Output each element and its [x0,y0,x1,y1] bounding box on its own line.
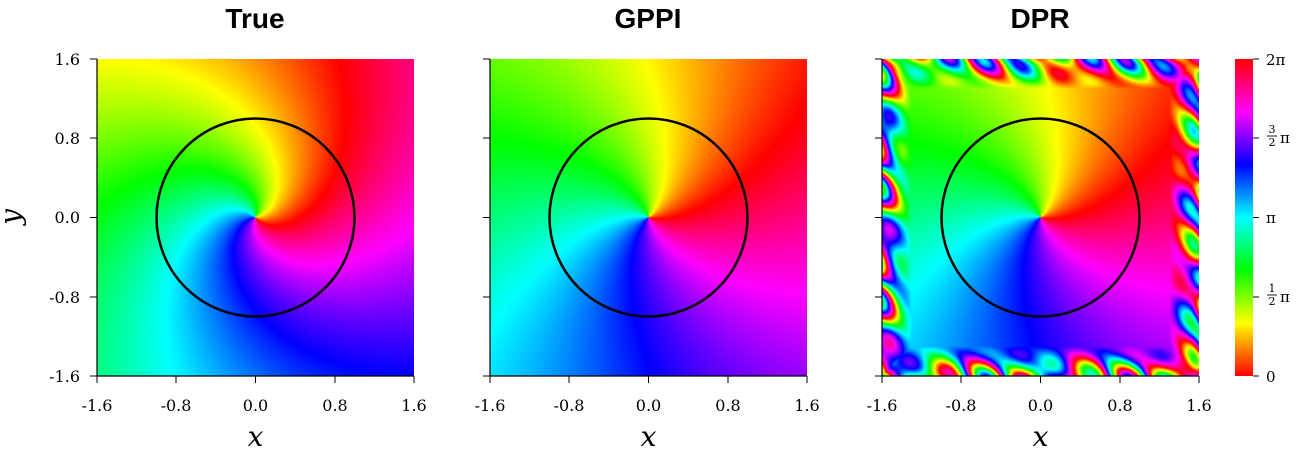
x-axis-label-dpr: x [1033,420,1049,453]
x-tick-label: 0.0 [636,396,661,415]
panel-title-gppi: GPPI [615,3,682,34]
x-tick-label: 0.8 [322,396,347,415]
y-tick-label: -0.8 [49,288,80,307]
y-tick-label: 0.0 [55,208,80,227]
colorbar-tick-pi: π [1266,209,1276,227]
panel-gppi: GPPI -1.6 -0.8 0.0 0.8 1.6 x [475,3,820,453]
y-axis-label: y [0,208,27,227]
x-tick-label: 1.6 [794,396,819,415]
x-axis-label-true: x [248,420,264,453]
phase-heatmap-gppi [490,59,807,376]
colorbar-tick-2pi: 2π [1266,51,1286,69]
y-tick-label: -1.6 [49,367,80,386]
x-tick-label: -1.6 [82,396,113,415]
x-tick-label: 0.0 [1028,396,1053,415]
panel-true: True -1.6 -0.8 0.0 0.8 1.6 1.6 0.8 0.0 -… [0,3,427,453]
svg-text:1: 1 [1269,282,1276,295]
x-tick-label: -1.6 [475,396,506,415]
y-tick-label: 1.6 [55,50,80,69]
panel-title-true: True [225,3,284,34]
x-tick-label: 0.8 [715,396,740,415]
svg-text:3: 3 [1269,123,1276,136]
colorbar-tick-zero: 0 [1266,368,1276,386]
x-tick-label: 1.6 [1186,396,1211,415]
colorbar-tick-three-halves-pi: 3 2 π [1267,123,1290,149]
x-tick-label: 0.0 [243,396,268,415]
panel-title-dpr: DPR [1010,3,1069,34]
x-tick-label: -0.8 [946,396,977,415]
svg-text:2: 2 [1269,295,1276,308]
x-tick-label: 0.8 [1107,396,1132,415]
svg-text:π: π [1280,288,1290,306]
svg-text:2: 2 [1269,136,1276,149]
phase-heatmap-true [97,59,414,376]
panel-dpr: DPR -1.6 -0.8 0.0 0.8 1.6 x [867,3,1212,453]
x-tick-label: 1.6 [401,396,426,415]
y-tick-label: 0.8 [55,129,80,148]
colorbar-gradient [1235,59,1253,376]
x-tick-label: -1.6 [867,396,898,415]
colorbar: 2π 3 2 π π 1 2 π 0 [1235,51,1290,386]
colorbar-tick-half-pi: 1 2 π [1267,282,1290,308]
x-tick-label: -0.8 [554,396,585,415]
x-tick-label: -0.8 [161,396,192,415]
svg-text:π: π [1280,129,1290,147]
phase-heatmap-dpr [882,59,1199,376]
x-axis-label-gppi: x [641,420,657,453]
